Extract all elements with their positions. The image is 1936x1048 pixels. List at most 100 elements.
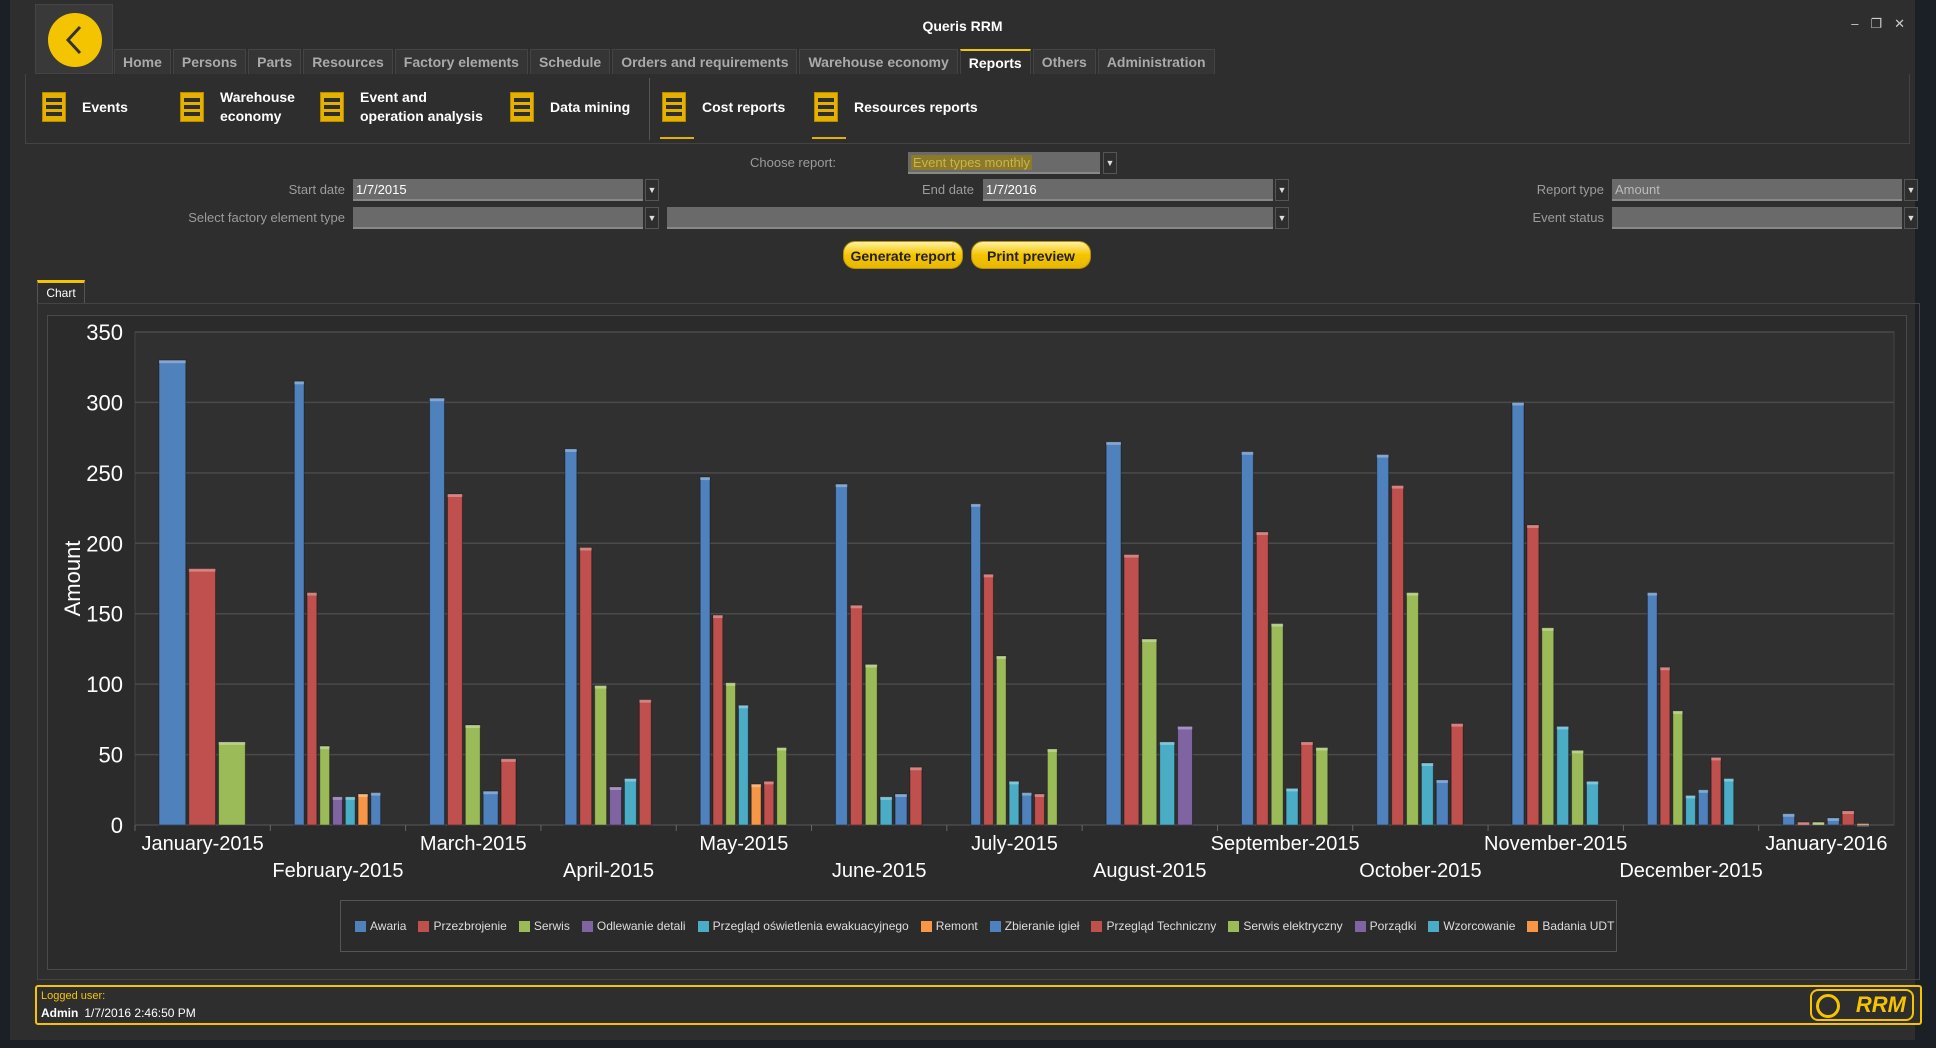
- bar: [699, 476, 711, 826]
- tab-schedule[interactable]: Schedule: [529, 49, 611, 74]
- bar: [1270, 623, 1284, 826]
- tab-home[interactable]: Home: [114, 49, 171, 74]
- bar-highlight: [1571, 750, 1584, 754]
- legend-item: Przezbrojenie: [418, 914, 507, 938]
- ribbon-cost-reports-button[interactable]: Cost reports: [658, 88, 785, 126]
- chevron-left-icon: [65, 25, 82, 55]
- legend-swatch: [1228, 920, 1240, 932]
- user-name: Admin: [41, 1006, 79, 1020]
- bar: [1034, 793, 1045, 826]
- bar-highlight: [895, 794, 907, 798]
- y-tick-label: 0: [111, 813, 123, 838]
- bar: [1435, 779, 1449, 826]
- bar: [1685, 794, 1696, 826]
- ribbon-resources-reports-button[interactable]: Resources reports: [810, 88, 978, 126]
- bar-highlight: [996, 655, 1007, 659]
- back-button[interactable]: [35, 4, 113, 74]
- choose-report-dropdown[interactable]: ▼: [1103, 152, 1117, 174]
- ribbon-sublabel: economy: [220, 108, 282, 124]
- tab-others[interactable]: Others: [1032, 49, 1096, 74]
- legend-label: Przegląd oświetlenia ewakuacyjnego: [712, 919, 909, 933]
- bar-highlight: [319, 746, 330, 750]
- bar-highlight: [564, 448, 577, 452]
- y-tick-label: 100: [86, 672, 123, 697]
- bar-highlight: [1021, 792, 1032, 796]
- tab-orders-and-requirements[interactable]: Orders and requirements: [612, 49, 798, 74]
- legend-label: Serwis: [533, 919, 570, 933]
- legend-swatch: [920, 920, 932, 932]
- minimize-button[interactable]: –: [1851, 16, 1859, 31]
- legend-item: Porządki: [1354, 914, 1416, 938]
- end-date-field[interactable]: 1/7/2016: [983, 179, 1273, 201]
- tab-reports[interactable]: Reports: [959, 49, 1031, 74]
- bar: [1008, 780, 1020, 826]
- end-date-label: End date: [921, 182, 974, 197]
- close-button[interactable]: ✕: [1894, 16, 1905, 31]
- plot-area: [134, 331, 1895, 826]
- bar: [738, 704, 749, 826]
- chart-legend: Awaria Przezbrojenie Serwis Odlewanie detal…: [340, 900, 1617, 952]
- bar: [1585, 780, 1599, 826]
- bar-highlight: [639, 699, 652, 703]
- bar: [849, 604, 863, 826]
- start-date-dropdown[interactable]: ▼: [645, 179, 659, 201]
- print-preview-button[interactable]: Print preview: [971, 241, 1091, 269]
- bar-highlight: [188, 568, 216, 572]
- logged-user-label: Logged user:: [41, 990, 106, 1002]
- tab-warehouse-economy[interactable]: Warehouse economy: [799, 49, 958, 74]
- bar: [1782, 813, 1796, 826]
- legend-swatch: [1091, 920, 1103, 932]
- bar: [1300, 741, 1314, 826]
- ribbon-event-operation-analysis-button[interactable]: Event and operation analysis: [316, 88, 483, 126]
- x-tick-label: January-2015: [141, 833, 263, 855]
- chart-panel: [37, 303, 1920, 980]
- bar-highlight: [1812, 822, 1825, 826]
- ribbon-events-button[interactable]: Events: [38, 88, 128, 126]
- report-type-dropdown[interactable]: ▼: [1904, 179, 1918, 201]
- bar: [1105, 441, 1122, 826]
- y-tick-label: 150: [86, 602, 123, 627]
- factory-type-select[interactable]: [353, 207, 643, 229]
- start-date-field[interactable]: 1/7/2015: [353, 179, 643, 201]
- legend-item: Wzorcowanie: [1428, 914, 1515, 938]
- bar-highlight: [712, 615, 723, 619]
- bar-highlight: [909, 767, 922, 771]
- bar-highlight: [1421, 763, 1434, 767]
- maximize-button[interactable]: ❐: [1870, 16, 1883, 31]
- tab-parts[interactable]: Parts: [248, 49, 302, 74]
- factory-type-dropdown[interactable]: ▼: [645, 207, 659, 229]
- factory-element-dropdown[interactable]: ▼: [1275, 207, 1289, 229]
- bar-highlight: [1436, 779, 1449, 783]
- bar-highlight: [483, 791, 499, 795]
- choose-report-select[interactable]: Event types monthly: [908, 152, 1100, 174]
- ribbon-label: Data mining: [550, 98, 631, 115]
- legend-swatch: [1428, 920, 1440, 932]
- chevron-down-icon[interactable]: [660, 129, 694, 139]
- bar: [864, 663, 878, 826]
- bar-highlight: [1586, 781, 1599, 785]
- factory-element-select[interactable]: [667, 207, 1273, 229]
- tab-persons[interactable]: Persons: [172, 49, 247, 74]
- tab-chart[interactable]: Chart: [37, 280, 85, 304]
- login-datetime: 1/7/2016 2:46:50 PM: [84, 1006, 196, 1020]
- ribbon-warehouse-economy-button[interactable]: Warehouse economy: [176, 88, 295, 126]
- end-date-dropdown[interactable]: ▼: [1275, 179, 1289, 201]
- report-type-select[interactable]: Amount: [1612, 179, 1902, 201]
- bar: [357, 793, 369, 826]
- tab-administration[interactable]: Administration: [1097, 49, 1215, 74]
- warehouse-economy-icon: [176, 88, 210, 126]
- tab-resources[interactable]: Resources: [303, 49, 393, 74]
- report-type-label: Report type: [1536, 182, 1604, 197]
- generate-report-button[interactable]: Generate report: [843, 241, 963, 269]
- chevron-down-icon[interactable]: [812, 129, 846, 139]
- tab-factory-elements[interactable]: Factory elements: [394, 49, 528, 74]
- bar: [500, 758, 517, 826]
- bar: [564, 448, 578, 826]
- bar: [763, 780, 775, 826]
- event-status-dropdown[interactable]: ▼: [1904, 207, 1918, 229]
- bar: [1797, 821, 1810, 826]
- bar: [1841, 810, 1855, 826]
- event-status-select[interactable]: [1612, 207, 1902, 229]
- x-tick-label: April-2015: [563, 860, 654, 882]
- ribbon-data-mining-button[interactable]: Data mining: [506, 88, 630, 126]
